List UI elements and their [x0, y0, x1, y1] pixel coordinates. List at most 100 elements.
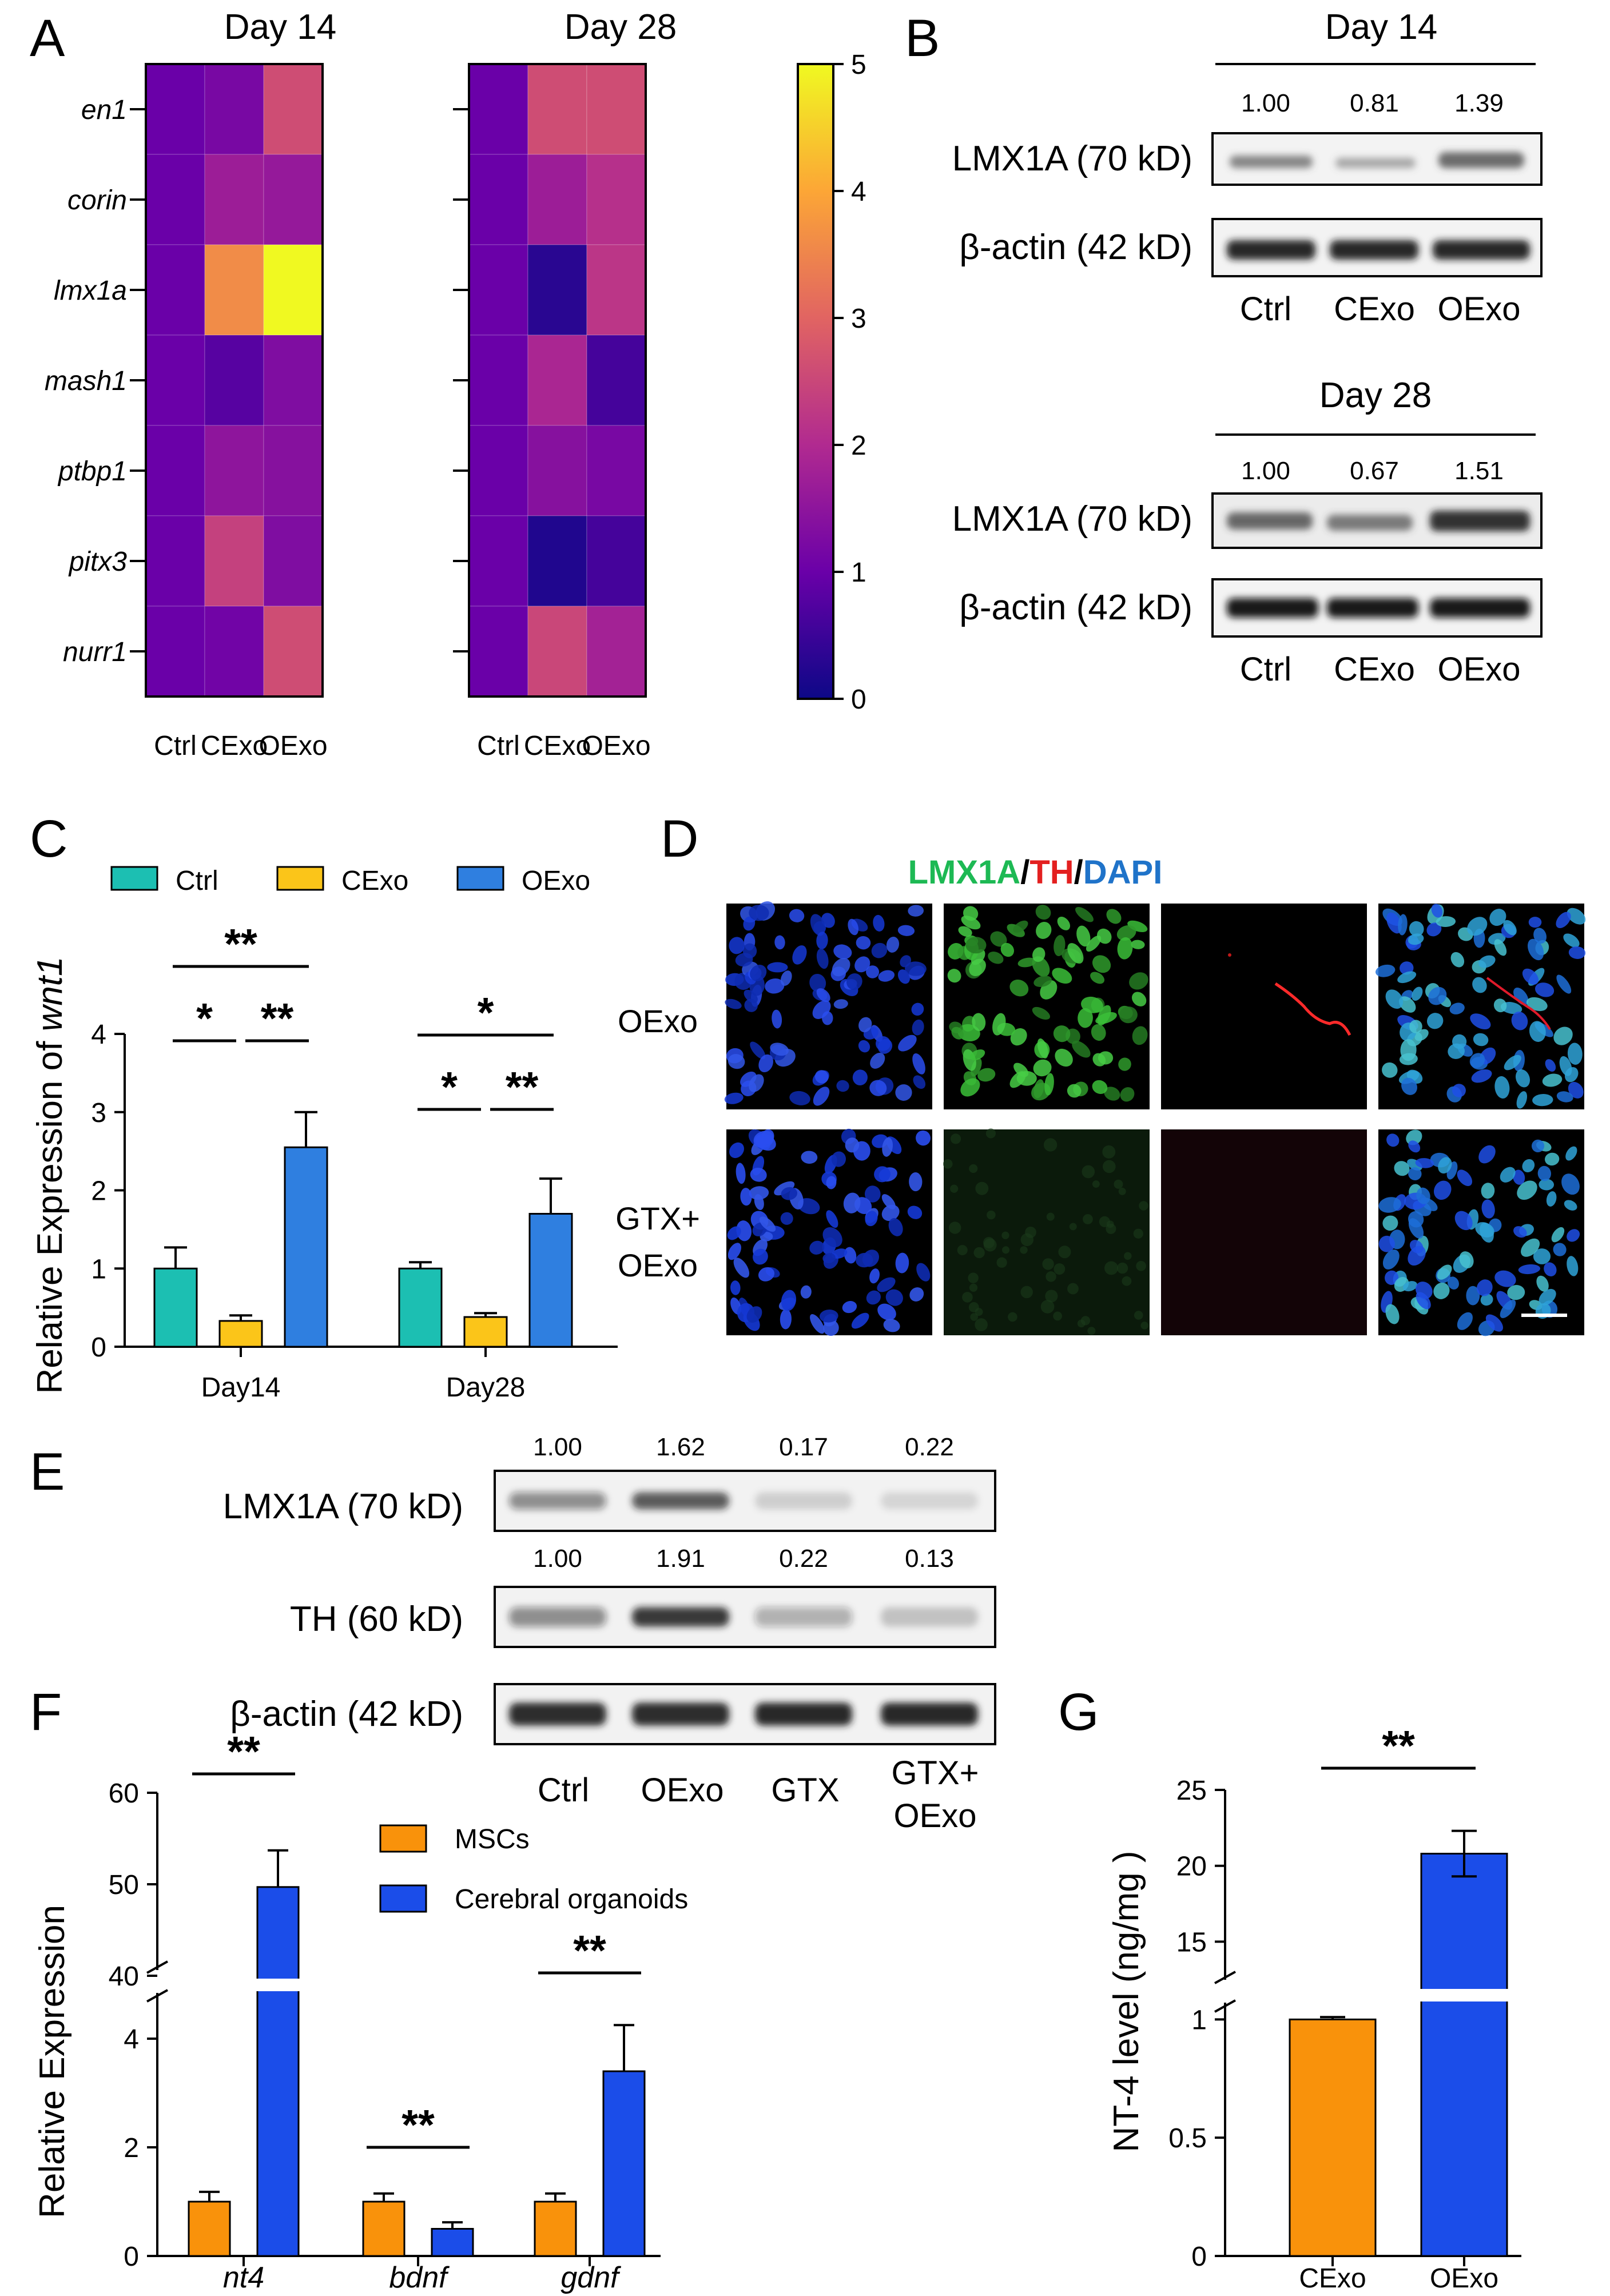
wb-e-th-blot [494, 1586, 996, 1648]
faint-signal [996, 1257, 1007, 1268]
nucleus [844, 1247, 857, 1264]
nucleus [749, 905, 769, 921]
nucleus [1539, 1179, 1555, 1191]
nucleus [1415, 1282, 1433, 1299]
nucleus [836, 1080, 849, 1092]
heatmap-cell-nurr1-Ctrl [145, 606, 205, 697]
nucleus [869, 1268, 880, 1284]
axis-break-mark [146, 1960, 168, 1974]
faint-signal [950, 1184, 959, 1193]
nucleus [1567, 1042, 1583, 1065]
panel-label-a: A [30, 9, 65, 67]
wb-b-day14-title: Day 14 [1325, 7, 1437, 47]
bar-break-gap [255, 1979, 301, 1991]
heatmap-xtick-cexo: CExo [201, 731, 268, 761]
nucleus [1092, 1080, 1108, 1095]
wb-e-th-value-4: 0.13 [905, 1545, 954, 1573]
nucleus [877, 1303, 896, 1320]
faint-signal [1020, 1233, 1034, 1247]
heatmap-cell-corin-CExo [204, 154, 264, 245]
wb-e-lane-gtx: GTX [771, 1772, 839, 1809]
nucleus [1399, 996, 1416, 1013]
nucleus [864, 1185, 881, 1203]
nucleus [1409, 1020, 1422, 1033]
chart-g-xtick-label-OExo: OExo [1430, 2263, 1498, 2294]
nucleus [1529, 1021, 1546, 1042]
band [881, 1607, 978, 1627]
nucleus [743, 916, 756, 931]
nucleus [1522, 1159, 1535, 1173]
nucleus [1092, 955, 1111, 973]
chart-c-ytick-label-1: 1 [91, 1254, 106, 1284]
nucleus [810, 914, 825, 936]
nucleus [1531, 1139, 1545, 1153]
nucleus [869, 1080, 887, 1096]
nucleus [749, 1074, 764, 1092]
nucleus [1052, 968, 1072, 984]
nucleus [990, 931, 1007, 947]
bar-c-Day28-OExo [528, 1213, 573, 1348]
nucleus [883, 1319, 900, 1332]
nucleus [1454, 1211, 1473, 1231]
nucleus [1494, 939, 1507, 956]
microscopy-tile-r2-c1 [726, 1128, 932, 1336]
nucleus [754, 1194, 764, 1210]
faint-signal [1102, 1145, 1116, 1159]
nucleus [1533, 1248, 1551, 1264]
nucleus [1072, 1040, 1091, 1058]
nucleus [1382, 1062, 1398, 1078]
nucleus [744, 998, 758, 1012]
faint-signal [1099, 1216, 1110, 1227]
faint-signal [1103, 1160, 1116, 1173]
nucleus [1467, 917, 1488, 936]
nucleus [1104, 1087, 1120, 1101]
nucleus [1494, 1270, 1516, 1287]
nucleus [871, 942, 888, 958]
nucleus [1470, 1013, 1491, 1030]
wb-b-day28-value-cexo: 0.67 [1350, 457, 1399, 485]
nucleus [1010, 1028, 1027, 1046]
chart-f: 0 2 4 40 50 60 nt4 ** bdnf ** gdnf ** [109, 1728, 661, 2294]
nucleus [1507, 1284, 1525, 1300]
chart-c-ylabel: Relative Expression of wnt1 [30, 956, 70, 1394]
nucleus [876, 1036, 891, 1051]
nucleus [1567, 908, 1586, 925]
nucleus [1528, 917, 1542, 928]
sig-label-f: ** [227, 1728, 260, 1775]
heatmap-cell-lmx1a-OExo [586, 244, 646, 336]
nucleus [854, 956, 870, 973]
nucleus [1568, 1081, 1584, 1099]
nucleus [1376, 964, 1396, 977]
nucleus [1545, 1059, 1556, 1072]
nucleus [1106, 909, 1122, 924]
nucleus [781, 1187, 798, 1200]
heatmap-cell-ptbp1-OExo [263, 425, 323, 516]
nucleus [1426, 922, 1442, 937]
wb-b-day28-lane-cexo: CExo [1334, 651, 1415, 688]
nucleus [865, 1211, 878, 1227]
legend-c: Ctrl CExo OExo [110, 866, 590, 896]
nucleus [1526, 997, 1548, 1012]
colorbar-label-4: 4 [851, 177, 866, 207]
chart-c-xtick-label-Day14: Day14 [201, 1372, 281, 1403]
nucleus [907, 1205, 923, 1219]
faint-signal [1020, 1286, 1033, 1299]
heatmap-cell-corin-OExo [263, 154, 323, 245]
nucleus [770, 1042, 789, 1056]
bar-c-Day14-Ctrl [153, 1267, 198, 1348]
bar-f-nt4-MSCs [188, 2201, 231, 2257]
nucleus [816, 988, 830, 1002]
faint-signal [943, 1159, 953, 1169]
nucleus [1401, 1077, 1417, 1095]
nucleus [831, 1248, 848, 1259]
nucleus [1408, 1246, 1426, 1266]
blot-bands [509, 1607, 978, 1627]
nucleus [851, 1312, 869, 1329]
heatmap-cell-ptbp1-CExo [527, 425, 587, 516]
wb-e-lmx1a-value-3: 0.17 [779, 1433, 828, 1461]
heatmap-cell-mash1-OExo [586, 335, 646, 426]
nucleus [1406, 1129, 1422, 1145]
heatmap-cell-en1-Ctrl [468, 63, 528, 155]
wb-e-lane-ctrl: Ctrl [538, 1772, 589, 1809]
